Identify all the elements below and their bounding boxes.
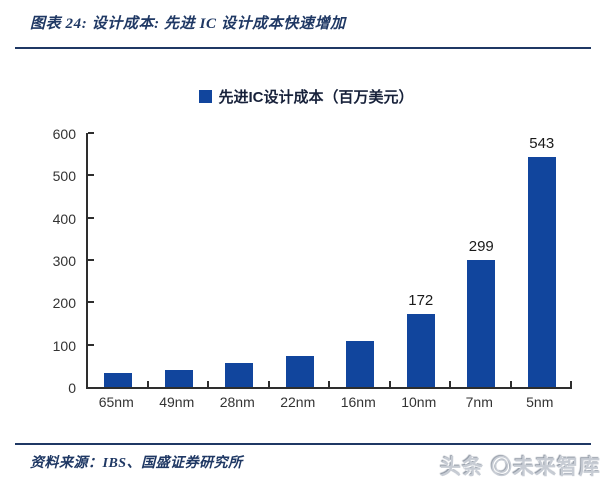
bar-group: 299 <box>451 238 512 387</box>
x-tick-label: 22nm <box>280 394 316 410</box>
x-tick-label: 49nm <box>159 394 195 410</box>
bar-group <box>270 356 331 387</box>
bar <box>164 370 193 387</box>
y-axis-tick <box>88 174 94 177</box>
x-tick-label: 7nm <box>465 394 493 410</box>
bar <box>467 260 496 387</box>
y-axis-tick <box>88 301 94 304</box>
x-axis-tick <box>509 381 512 387</box>
legend-swatch-icon <box>199 90 213 103</box>
bottom-divider-line <box>15 443 591 445</box>
bar-value-label: 172 <box>408 292 434 309</box>
bar-group <box>209 363 270 387</box>
y-axis-labels: 0 100 200 300 400 500 600 <box>0 126 76 396</box>
bars: 172 299 543 <box>88 133 572 387</box>
bar <box>285 356 314 387</box>
x-tick-label: 5nm <box>526 394 554 410</box>
y-tick-label: 300 <box>52 253 76 269</box>
y-tick-label: 600 <box>52 126 76 142</box>
x-axis-tick <box>570 381 572 387</box>
y-axis-tick <box>88 132 94 134</box>
bar <box>225 363 254 387</box>
bar-value-label: 543 <box>529 135 555 152</box>
bar-group <box>149 370 210 387</box>
bar <box>406 314 435 387</box>
x-axis-labels: 65nm 49nm 28nm 22nm 16nm 10nm 7nm 5nm <box>86 394 570 410</box>
legend-label: 先进IC设计成本（百万美元） <box>218 89 414 106</box>
y-tick-label: 100 <box>52 337 76 354</box>
bar-group <box>88 373 149 387</box>
bar <box>104 373 133 387</box>
x-axis-tick <box>207 381 209 387</box>
y-tick-label: 200 <box>52 295 76 312</box>
watermark: 头条 ◎未来智库 <box>440 456 601 479</box>
y-axis-tick <box>88 259 94 261</box>
x-tick-label: 65nm <box>98 394 134 410</box>
x-axis-tick <box>449 381 451 387</box>
bar <box>346 341 375 387</box>
chart-title: 图表 24: 设计成本: 先进 IC 设计成本快速增加 <box>30 16 346 32</box>
x-axis-tick <box>267 381 270 387</box>
y-tick-label: 500 <box>52 168 76 185</box>
y-axis-tick <box>88 343 94 346</box>
source-note: 资料来源：IBS、国盛证券研究所 <box>30 456 243 471</box>
x-axis-tick <box>146 381 149 387</box>
x-axis-tick <box>388 381 391 387</box>
bar-value-label: 299 <box>468 238 494 255</box>
y-tick-label: 400 <box>52 210 76 227</box>
bar-group: 543 <box>512 135 573 387</box>
y-axis-tick <box>88 216 94 219</box>
top-divider-line <box>15 47 591 49</box>
x-tick-label: 10nm <box>401 394 437 410</box>
y-tick-label: 0 <box>68 380 76 396</box>
x-axis-tick <box>328 381 330 387</box>
bar-group: 172 <box>391 292 452 387</box>
x-tick-label: 28nm <box>219 394 255 410</box>
plot-area: 172 299 543 <box>86 132 572 389</box>
bar <box>527 157 556 387</box>
chart-legend: 先进IC设计成本（百万美元） <box>0 86 613 107</box>
x-tick-label: 16nm <box>340 394 376 410</box>
bar-group <box>330 341 391 387</box>
